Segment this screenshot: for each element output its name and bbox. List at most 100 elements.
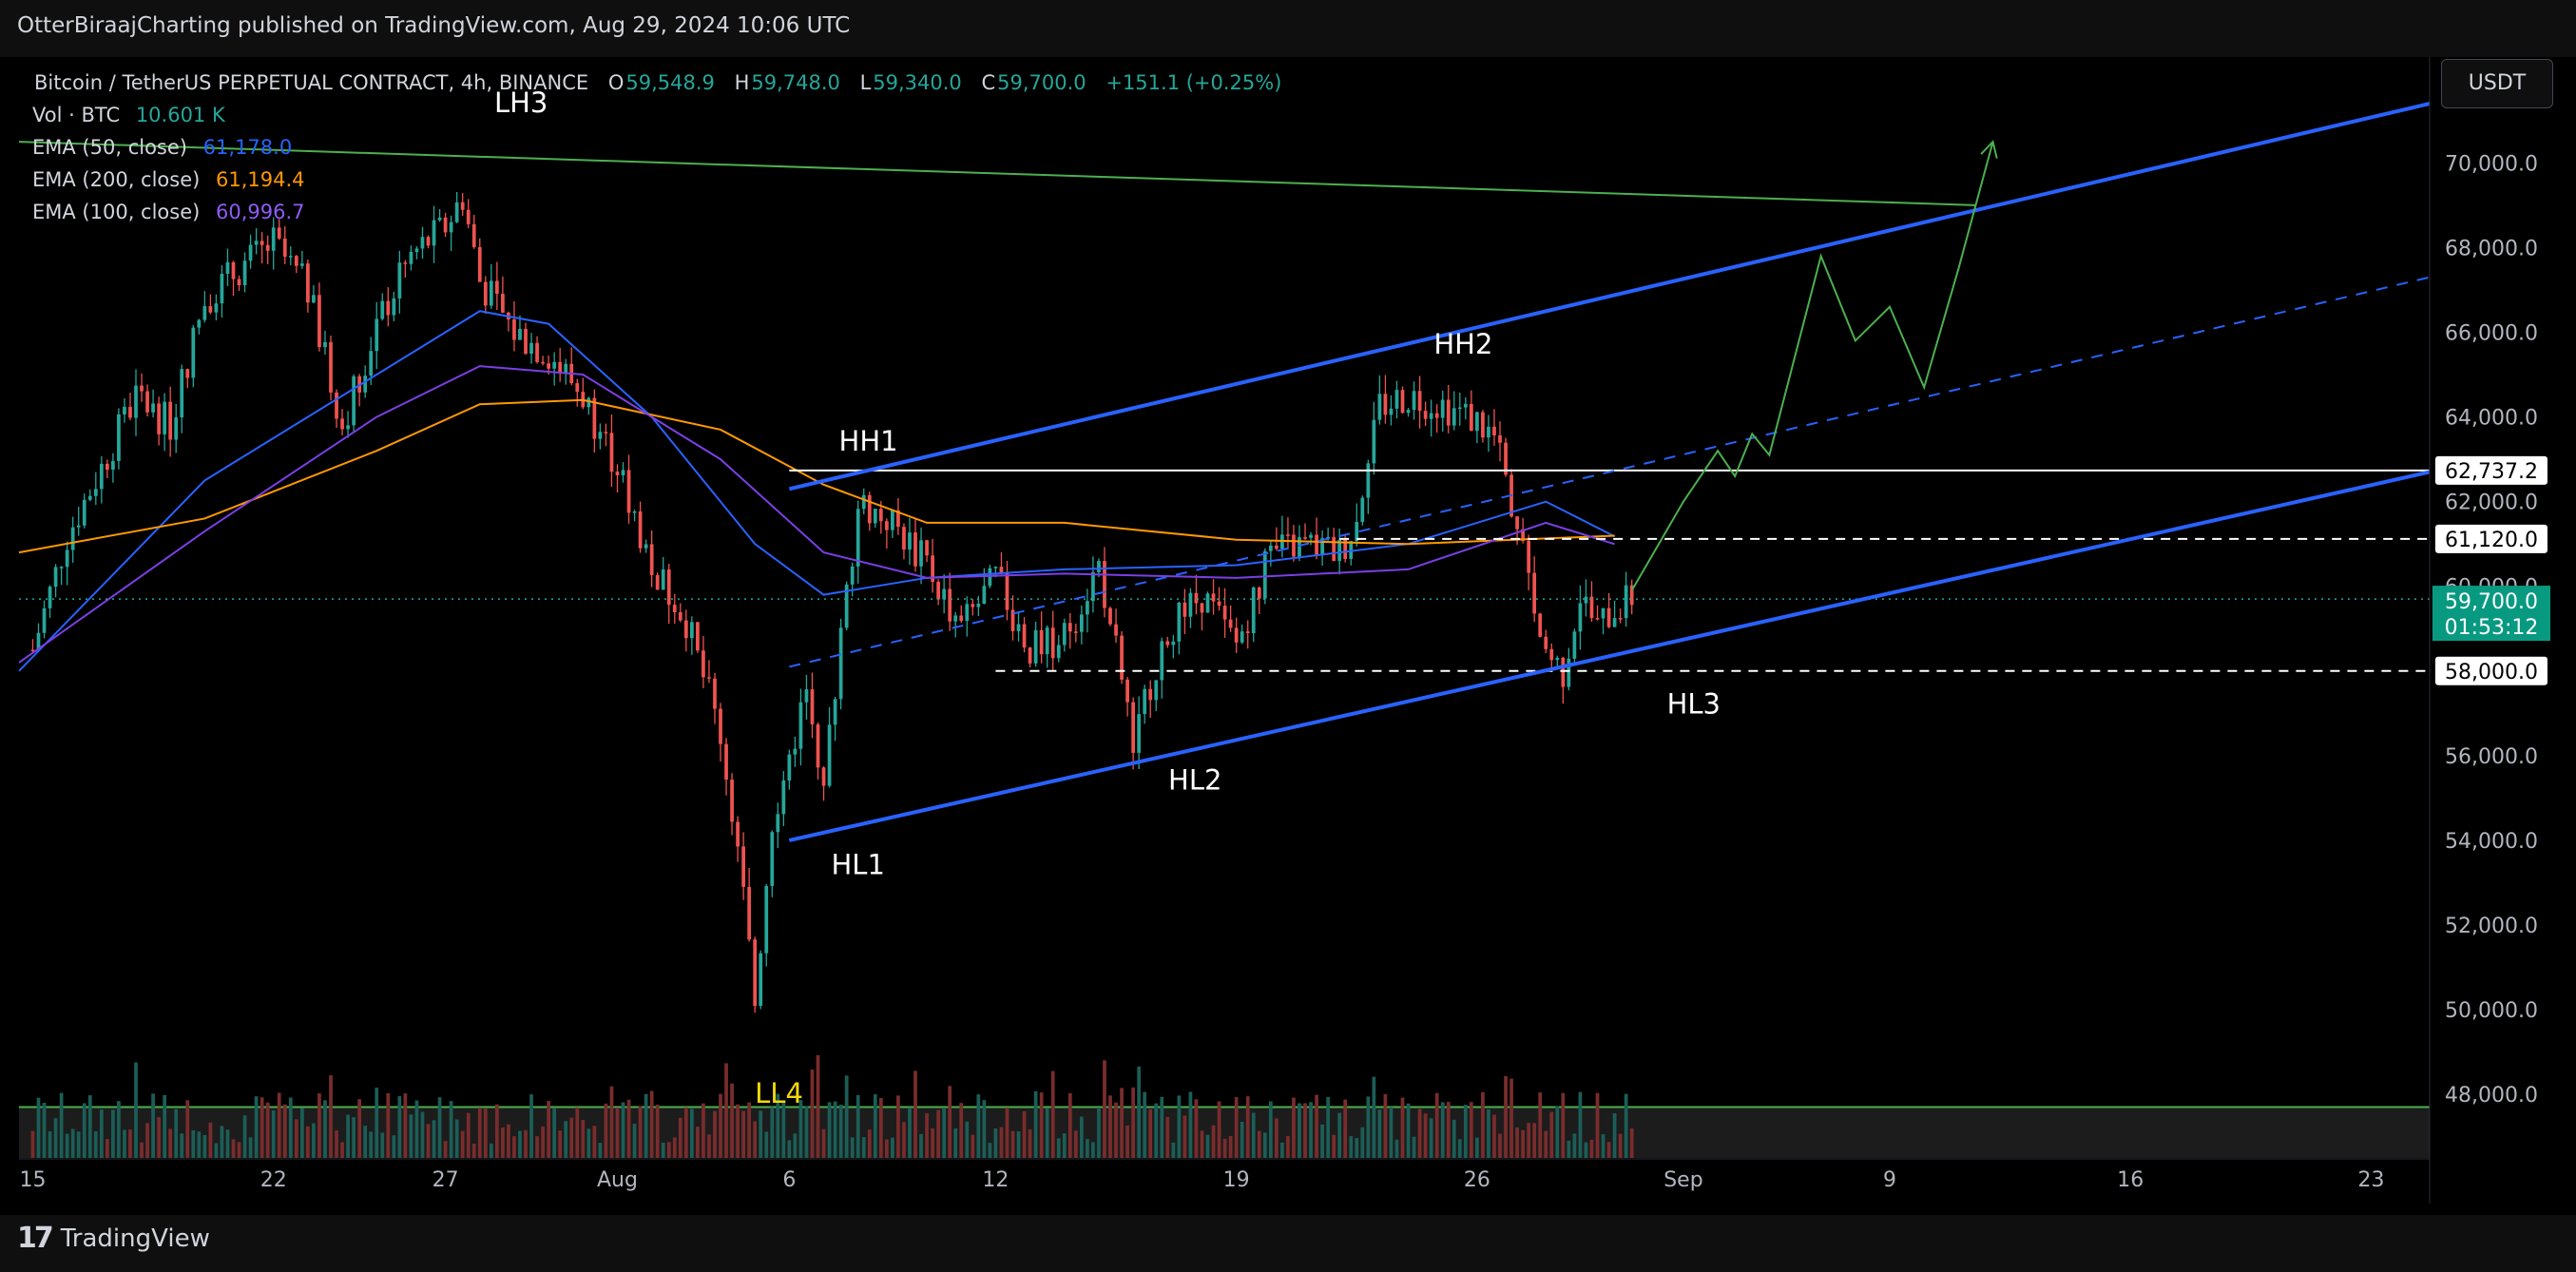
- volume-bar: [335, 1130, 338, 1158]
- volume-bar: [1251, 1112, 1256, 1158]
- candle-body: [242, 260, 247, 285]
- volume-bar: [672, 1137, 677, 1158]
- volume-bar: [1309, 1102, 1313, 1158]
- candle-body: [363, 376, 368, 393]
- candle-body: [271, 227, 276, 251]
- volume-bar: [547, 1101, 550, 1158]
- volume-bar: [357, 1099, 362, 1158]
- candle-body: [1463, 403, 1468, 408]
- candle-body: [993, 567, 998, 569]
- volume-bar: [191, 1129, 196, 1158]
- candle-body: [323, 341, 327, 348]
- candle-body: [105, 463, 109, 470]
- candle-body: [1532, 572, 1537, 614]
- volume-bar: [959, 1103, 964, 1158]
- x-tick-label: 15: [19, 1168, 46, 1192]
- candle-body: [380, 300, 385, 319]
- symbol-title[interactable]: Bitcoin / TetherUS PERPETUAL CONTRACT, 4…: [34, 71, 589, 94]
- volume-bar: [449, 1101, 453, 1158]
- candle-body: [988, 568, 992, 587]
- volume-bar: [1120, 1088, 1124, 1158]
- candle-body: [902, 527, 906, 550]
- volume-legend[interactable]: Vol · BTC 10.601 K: [32, 99, 1281, 131]
- candle-body: [696, 622, 700, 651]
- candle-body: [908, 532, 912, 550]
- volume-bar: [816, 1054, 820, 1158]
- volume-bar: [683, 1107, 688, 1158]
- candle-body: [1584, 596, 1588, 604]
- candle-body: [432, 220, 436, 246]
- ema200-legend[interactable]: EMA (200, close) 61,194.4: [32, 164, 1281, 196]
- candle-body: [386, 300, 391, 316]
- volume-bar: [1561, 1092, 1566, 1158]
- candle-body: [1039, 629, 1044, 655]
- ema50-value: 61,178.0: [202, 136, 293, 159]
- candle-body: [896, 510, 900, 528]
- volume-bar: [1039, 1092, 1044, 1158]
- volume-bar: [1097, 1108, 1101, 1158]
- candle-body: [1217, 601, 1221, 607]
- volume-bar: [87, 1095, 92, 1158]
- volume-bar: [437, 1097, 442, 1158]
- candle-body: [329, 341, 333, 393]
- volume-bar: [781, 1101, 786, 1158]
- candle-body: [661, 569, 665, 590]
- candle-body: [437, 217, 442, 221]
- volume-bar: [1091, 1142, 1095, 1158]
- candle-body: [804, 689, 809, 703]
- volume-bar: [277, 1092, 281, 1158]
- candle-body: [299, 263, 304, 266]
- level-tag: [2435, 656, 2547, 685]
- volume-bar: [454, 1119, 459, 1158]
- volume-bar: [638, 1106, 643, 1158]
- chart-frame[interactable]: [0, 57, 2576, 1215]
- low-label: L: [859, 71, 872, 94]
- volume-bar: [128, 1129, 132, 1158]
- ema200-label: EMA (200, close): [32, 168, 201, 191]
- candle-body: [781, 781, 786, 815]
- volume-bar: [798, 1100, 803, 1158]
- volume-bar: [1268, 1101, 1273, 1158]
- volume-bar: [231, 1139, 236, 1158]
- ema50-legend[interactable]: EMA (50, close) 61,178.0: [32, 131, 1281, 164]
- volume-bar: [1182, 1115, 1187, 1158]
- candle-body: [821, 767, 826, 786]
- currency-button[interactable]: USDT: [2441, 59, 2553, 108]
- volume-bar: [168, 1128, 173, 1158]
- candle-body: [202, 306, 207, 320]
- candle-body: [306, 263, 310, 303]
- candle-body: [48, 587, 52, 608]
- candle-body: [53, 567, 58, 588]
- level-tag: [2435, 455, 2547, 485]
- candle-body: [352, 376, 356, 426]
- candle-body: [547, 363, 550, 369]
- volume-bar: [265, 1102, 270, 1158]
- volume-bar: [919, 1133, 923, 1158]
- symbol-row[interactable]: Bitcoin / TetherUS PERPETUAL CONTRACT, 4…: [32, 67, 1281, 99]
- y-tick-label: 62,000.0: [2445, 491, 2538, 515]
- volume-bar: [1567, 1140, 1571, 1158]
- y-tick-label: 68,000.0: [2445, 237, 2538, 260]
- volume-bar: [604, 1103, 608, 1158]
- volume-bar: [1240, 1121, 1244, 1158]
- volume-bar: [1589, 1139, 1594, 1158]
- candle-body: [1062, 623, 1067, 646]
- volume-bar: [1262, 1132, 1267, 1158]
- candle-body: [1383, 394, 1388, 415]
- candle-body: [1086, 601, 1089, 615]
- volume-bar: [759, 1110, 763, 1158]
- ema100-legend[interactable]: EMA (100, close) 60,996.7: [32, 196, 1281, 228]
- volume-bar: [1509, 1078, 1513, 1158]
- volume-bar: [1332, 1134, 1336, 1158]
- tradingview-brand[interactable]: 17 TradingView: [17, 1222, 210, 1255]
- candle-body: [1572, 631, 1577, 659]
- candle-body: [1349, 541, 1354, 560]
- volume-bar: [1200, 1130, 1204, 1158]
- volume-bar: [626, 1099, 631, 1158]
- candle-body: [1394, 390, 1399, 409]
- publish-info: OtterBiraajCharting published on Trading…: [17, 13, 851, 38]
- candle-body: [1200, 603, 1204, 613]
- candle-body: [1022, 624, 1027, 648]
- volume-bar: [489, 1143, 493, 1158]
